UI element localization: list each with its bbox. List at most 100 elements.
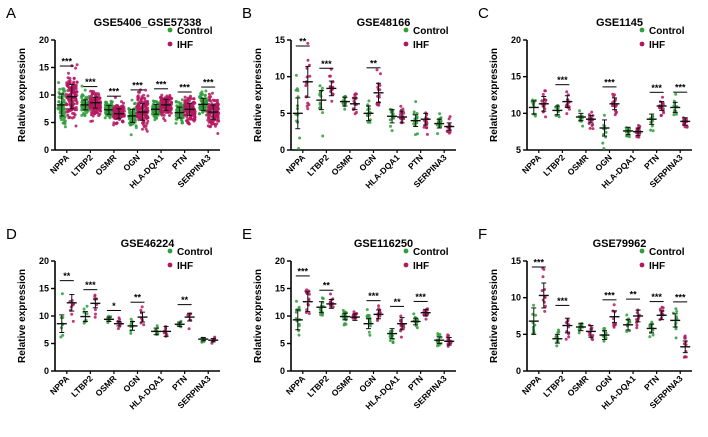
point-ihf [544,115,547,119]
point-ihf [139,98,143,102]
point-ihf [143,96,147,100]
point-ihf [210,91,214,95]
panel-e: E GSE116250 Relative expression 0 5 10 15 20 Con… [242,226,456,411]
point-control [389,335,393,339]
point-ihf [72,115,76,119]
point-ihf [543,309,547,313]
point-ihf [192,112,196,116]
point-ihf [146,119,150,123]
point-ihf [122,105,126,109]
x-label-nppa: NPPA [520,373,543,396]
point-ihf [307,312,311,315]
point-ihf [567,335,571,339]
point-control [343,322,347,326]
point-ihf [118,105,122,109]
point-ihf [635,323,639,327]
point-control [627,135,631,139]
panel-letter: C [478,5,489,22]
point-ihf [95,102,99,106]
point-control [366,314,370,317]
point-control [80,96,84,100]
point-ihf [375,68,379,72]
point-control [153,118,157,122]
point-ihf [352,310,356,314]
legend-control-marker [403,248,409,254]
point-ihf [447,117,451,121]
point-ihf [210,341,214,345]
point-ihf [402,111,406,115]
point-ihf [143,104,147,108]
y-tick-label: 15 [39,63,49,73]
point-ihf [209,95,213,99]
y-axis-label: Relative expression [17,269,28,363]
point-control [388,339,392,342]
point-control [320,296,324,300]
point-control [438,112,442,116]
y-tick-label: 5 [44,339,49,349]
legend-control-label: Control [177,26,213,37]
point-ihf [72,302,75,306]
point-control [86,108,90,112]
point-ihf [208,103,212,107]
point-ihf [206,113,210,117]
point-ihf [90,110,94,114]
x-label-ltbp2: LTBP2 [541,152,567,178]
y-tick-label: 20 [39,256,49,266]
point-control [675,112,678,116]
point-ihf [137,118,141,122]
y-tick-label: 5 [516,145,521,155]
point-control [648,335,652,339]
point-ihf [191,105,195,108]
significance-label: *** [604,77,615,87]
y-axis-label: Relative expression [489,269,500,363]
point-control [602,147,606,150]
panel-b: B GSE48166 Relative expression 0 5 10 15 Contro… [242,5,456,190]
x-label-ogn: OGN [593,373,614,394]
point-control [198,106,202,110]
significance-label: *** [651,83,662,93]
point-ihf [378,83,382,87]
y-tick-label: 20 [275,256,285,266]
point-control [180,98,184,102]
panel-a: A GSE5406_GSE57338 Relative expression 0 5 10… [6,5,221,190]
significance-label: *** [85,77,96,87]
point-control [320,86,324,90]
x-label-osmr: OSMR [565,373,590,398]
point-ihf [66,113,70,117]
point-ihf [306,107,310,111]
point-ihf [168,114,171,117]
y-tick-label: 0 [516,366,521,376]
y-tick-label: 0 [44,366,49,376]
x-label-ltbp2: LTBP2 [541,373,567,399]
point-ihf [612,323,616,327]
point-ihf [191,118,195,122]
legend-control-marker [167,27,173,33]
legend-ihf-marker [639,262,645,268]
point-ihf [329,292,332,296]
point-ihf [160,113,164,117]
point-control [602,339,606,343]
point-ihf [216,116,220,120]
point-control [368,333,372,337]
point-control [603,327,607,330]
x-label-ptn: PTN [170,152,189,171]
point-ihf [117,316,121,320]
point-ihf [305,288,309,292]
y-tick-label: 10 [511,293,521,303]
point-control [534,313,538,317]
point-control [345,317,349,320]
point-ihf [71,319,75,323]
point-ihf [162,331,166,335]
point-ihf [399,314,403,318]
x-label-ogn: OGN [593,152,614,173]
y-tick-label: 5 [44,118,49,128]
point-ihf [75,90,79,94]
significance-label: * [112,301,116,311]
y-tick-label: 5 [280,339,285,349]
point-ihf [141,127,144,131]
point-ihf [685,125,689,129]
point-ihf [214,124,217,128]
significance-label: ** [630,290,638,300]
point-control [59,335,63,339]
point-ihf [542,267,546,271]
